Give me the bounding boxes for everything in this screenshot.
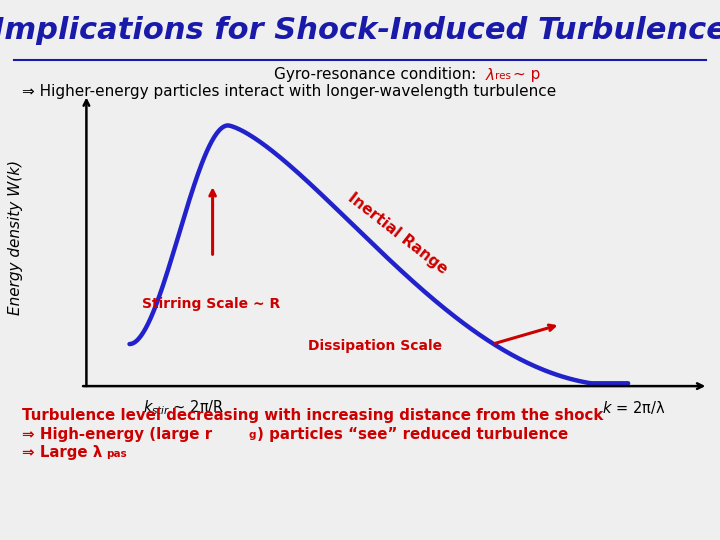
Text: Gyro-resonance condition:: Gyro-resonance condition:	[274, 68, 490, 83]
Text: λ: λ	[486, 68, 495, 83]
Text: Turbulence level decreasing with increasing distance from the shock: Turbulence level decreasing with increas…	[22, 408, 603, 423]
Text: Stirring Scale ~ R: Stirring Scale ~ R	[142, 296, 280, 310]
Text: $k_{stir}$ ~ 2π/R: $k_{stir}$ ~ 2π/R	[143, 399, 224, 417]
Text: ~ p: ~ p	[513, 68, 541, 83]
Text: Inertial Range: Inertial Range	[345, 190, 450, 276]
Text: Energy density W(k): Energy density W(k)	[9, 160, 23, 315]
Text: ⇒ Higher-energy particles interact with longer-wavelength turbulence: ⇒ Higher-energy particles interact with …	[22, 84, 556, 99]
Text: res: res	[495, 71, 511, 82]
Text: pas: pas	[107, 449, 127, 460]
Text: Dissipation Scale: Dissipation Scale	[308, 339, 442, 353]
Text: Implications for Shock-Induced Turbulence: Implications for Shock-Induced Turbulenc…	[0, 16, 720, 45]
Text: g: g	[248, 430, 256, 441]
Text: $k$ = 2π/λ: $k$ = 2π/λ	[602, 399, 665, 415]
Text: ) particles “see” reduced turbulence: ) particles “see” reduced turbulence	[257, 427, 568, 442]
Text: ⇒ Large λ: ⇒ Large λ	[22, 446, 102, 461]
Text: ⇒ High-energy (large r: ⇒ High-energy (large r	[22, 427, 212, 442]
